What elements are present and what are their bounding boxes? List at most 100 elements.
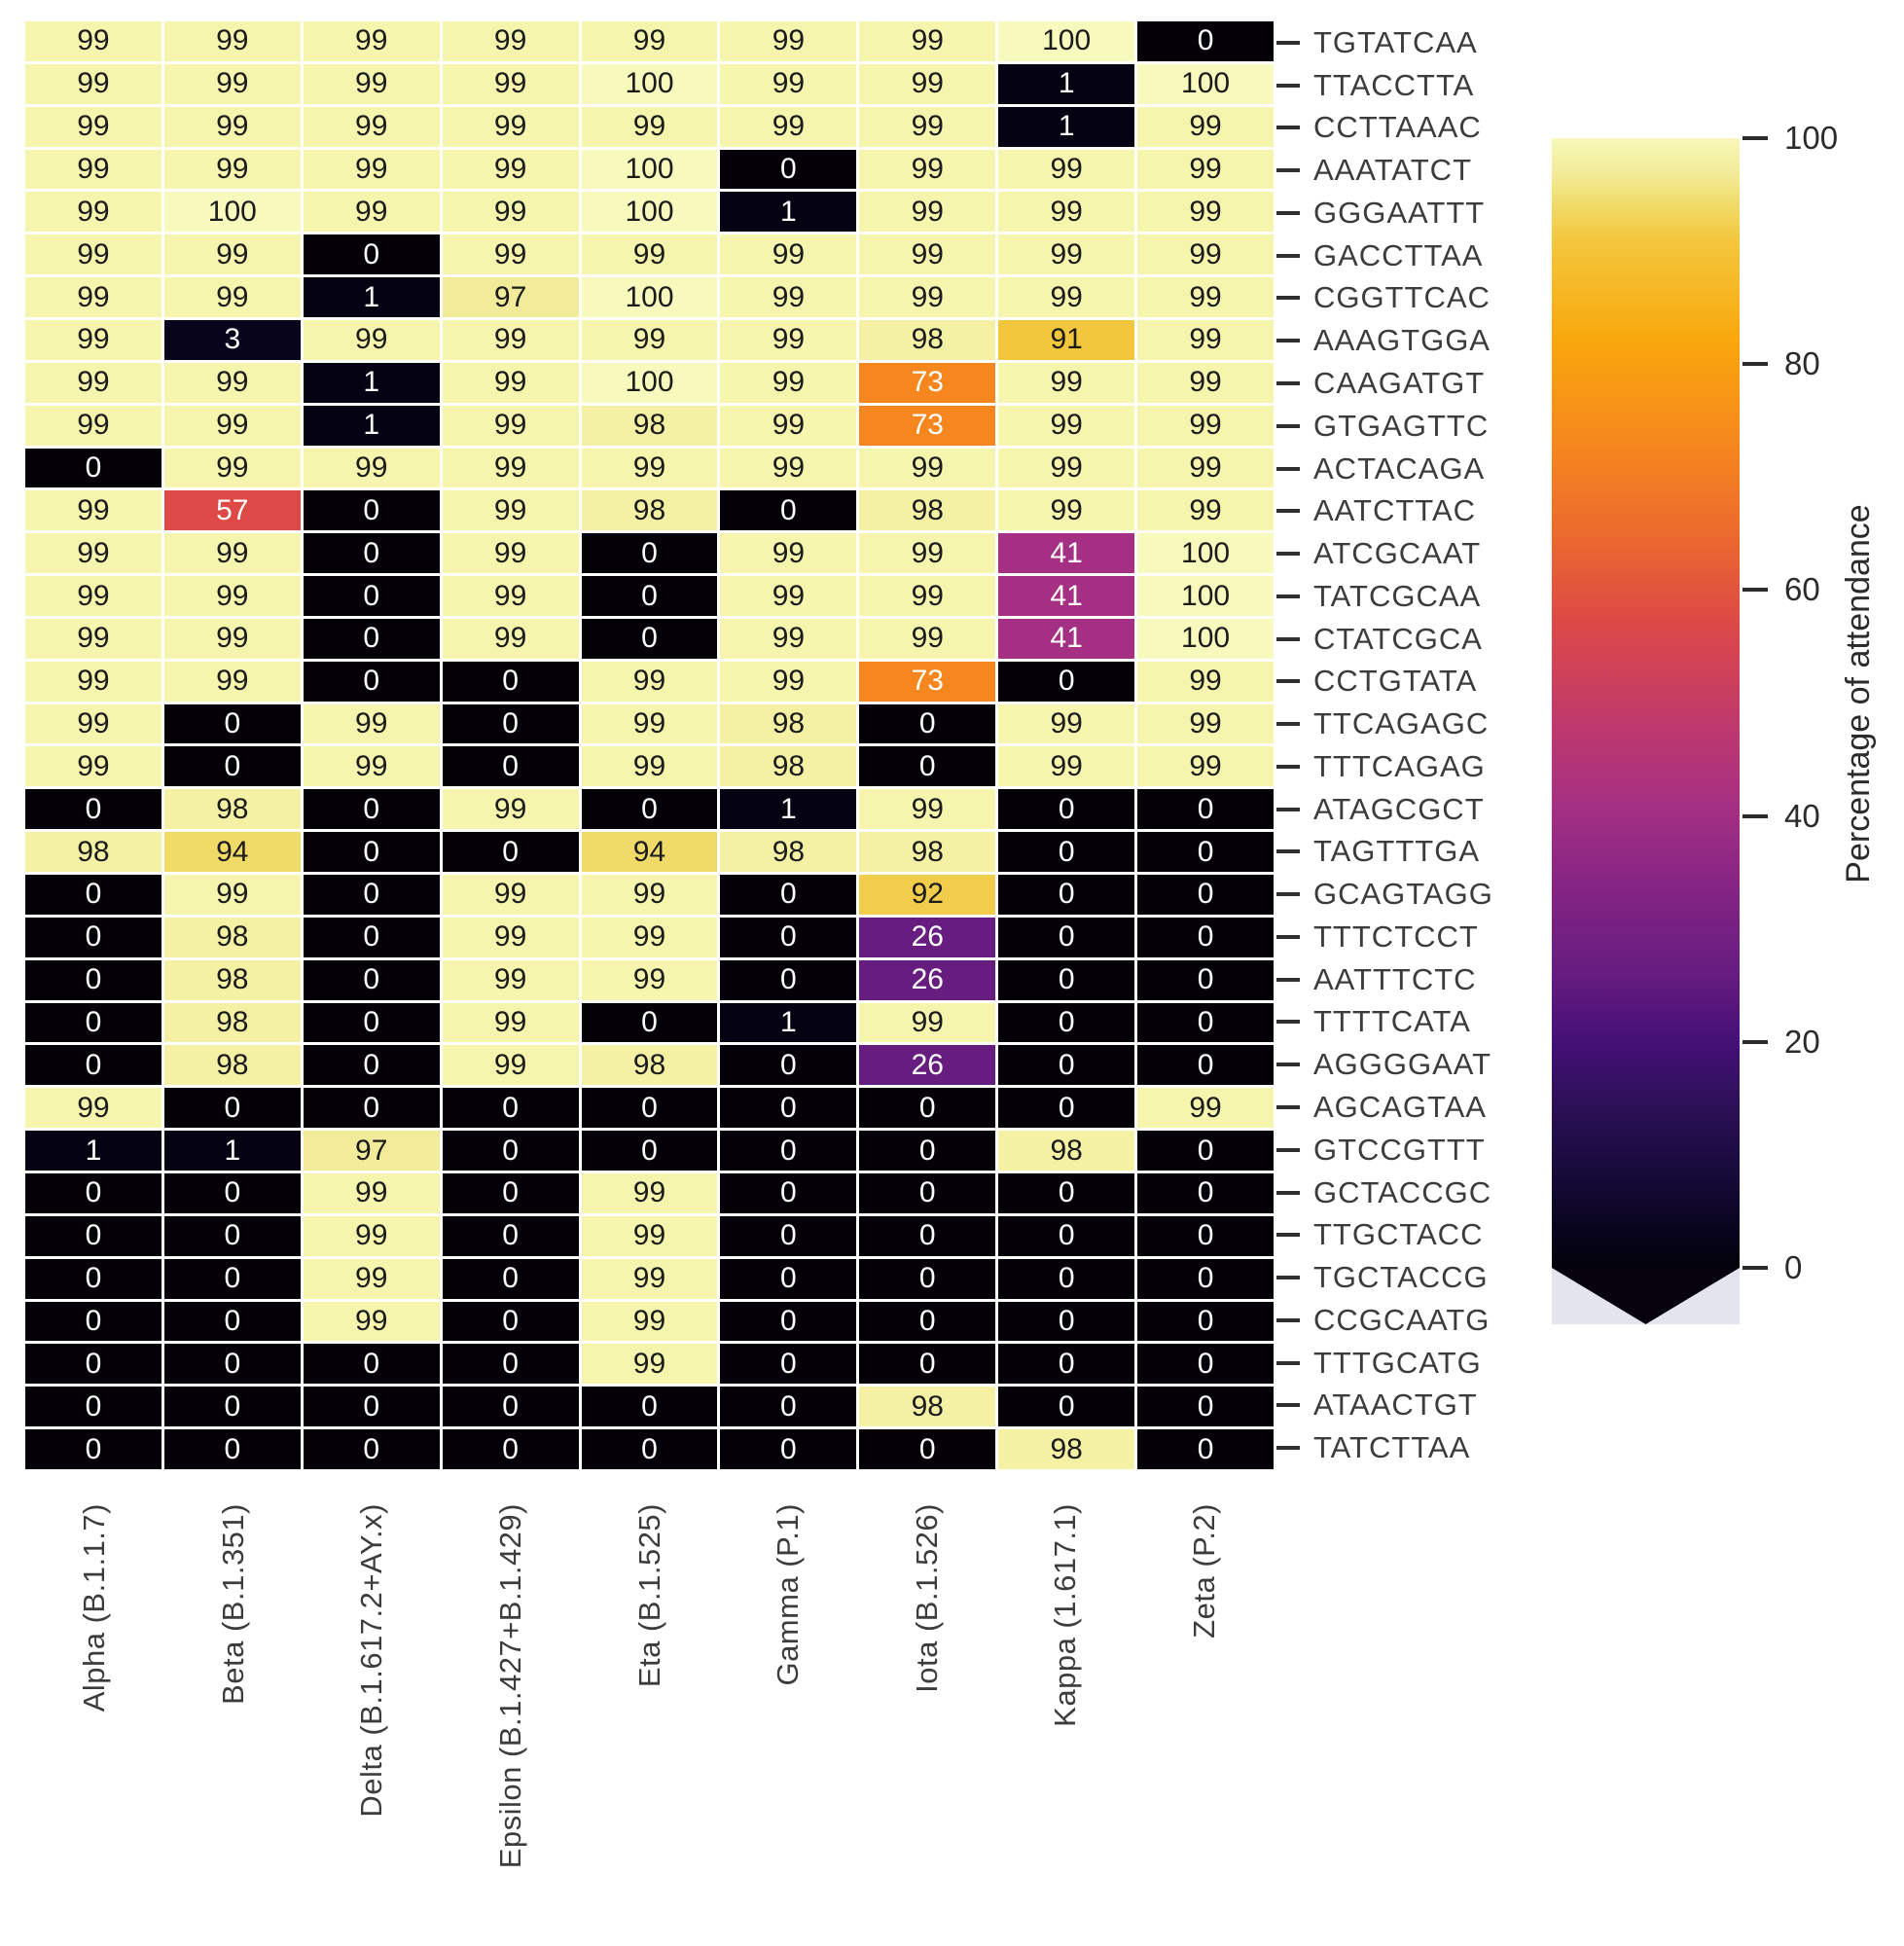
heatmap-cell: 0 (859, 1301, 996, 1342)
heatmap-cell: 99 (581, 234, 718, 275)
heatmap-cell: 0 (998, 1387, 1135, 1427)
heatmap-cell: 94 (581, 832, 718, 873)
heatmap-cell: 0 (303, 1002, 440, 1043)
heatmap-cell: 99 (303, 192, 440, 233)
row-label: GACCTTAA (1313, 237, 1484, 272)
heatmap-cell: 99 (25, 618, 162, 659)
heatmap-cell: 0 (720, 149, 857, 190)
heatmap-cell: 99 (163, 149, 301, 190)
heatmap-cell: 99 (442, 106, 579, 147)
heatmap-cell: 99 (163, 106, 301, 147)
row-label: TGTATCAA (1313, 24, 1478, 59)
row-tick-mark (1276, 1105, 1300, 1109)
row-label: AAATATCT (1313, 153, 1472, 188)
row-tick-mark (1276, 423, 1300, 428)
row-label: AGCAGTAA (1313, 1090, 1487, 1124)
row-tick-mark (1276, 1360, 1300, 1365)
heatmap-cell: 99 (303, 149, 440, 190)
heatmap-cell: 0 (25, 789, 162, 830)
row-tick-mark (1276, 168, 1300, 173)
heatmap-cell: 0 (442, 1088, 579, 1129)
column-label: Beta (B.1.351) (215, 1503, 250, 1705)
heatmap-cell: 26 (859, 1045, 996, 1086)
heatmap-cell: 99 (163, 533, 301, 574)
heatmap-cell: 99 (303, 106, 440, 147)
row-tick-mark (1276, 339, 1300, 343)
heatmap-cell: 0 (25, 875, 162, 915)
heatmap-cell: 0 (163, 1215, 301, 1256)
heatmap-cell: 99 (720, 661, 857, 702)
heatmap-cell: 0 (442, 1387, 579, 1427)
heatmap-cell: 99 (1137, 234, 1274, 275)
heatmap-cell: 0 (859, 1429, 996, 1469)
row-tick-mark (1276, 849, 1300, 854)
heatmap-cell: 99 (442, 234, 579, 275)
heatmap-cell: 99 (1137, 703, 1274, 744)
heatmap-cell: 0 (442, 832, 579, 873)
heatmap-cell: 99 (581, 703, 718, 744)
row-label: TATCGCAA (1313, 578, 1482, 613)
heatmap-cell: 100 (1137, 533, 1274, 574)
heatmap-cell: 99 (163, 576, 301, 616)
heatmap-cell: 0 (1137, 1344, 1274, 1385)
heatmap-cell: 99 (859, 234, 996, 275)
heatmap-cell: 0 (303, 618, 440, 659)
heatmap-cell: 0 (163, 1088, 301, 1129)
heatmap-cell: 99 (303, 703, 440, 744)
heatmap-cell: 0 (442, 1215, 579, 1256)
heatmap-cell: 99 (581, 959, 718, 1000)
row-label: TTTCTCCT (1313, 919, 1479, 954)
heatmap-cell: 0 (303, 533, 440, 574)
heatmap-cell: 99 (581, 106, 718, 147)
heatmap-cell: 0 (25, 1344, 162, 1385)
colorbar-tick-label: 0 (1784, 1249, 1803, 1285)
heatmap-cell: 99 (303, 746, 440, 787)
heatmap-cell: 73 (859, 405, 996, 446)
heatmap-cell: 0 (163, 1173, 301, 1213)
heatmap-grid: 99 99 99 99 99 99 99 100 0 99 99 99 99 100 99 99 1 100 99 9… (25, 21, 1274, 1469)
heatmap-cell: 99 (859, 618, 996, 659)
row-label: TAGTTTGA (1313, 834, 1481, 869)
heatmap-cell: 0 (581, 1002, 718, 1043)
row-tick-mark (1276, 552, 1300, 557)
heatmap-cell: 0 (859, 703, 996, 744)
heatmap-cell: 99 (581, 21, 718, 61)
heatmap-cell: 99 (998, 448, 1135, 488)
heatmap-cell: 0 (720, 1131, 857, 1171)
row-label: CCTGTATA (1313, 664, 1478, 699)
heatmap-cell: 0 (998, 1344, 1135, 1385)
heatmap-cell: 99 (581, 917, 718, 957)
heatmap-cell: 99 (163, 277, 301, 317)
row-label: TTACCTTA (1313, 67, 1475, 102)
heatmap-cell: 0 (720, 1088, 857, 1129)
heatmap-cell: 73 (859, 661, 996, 702)
heatmap-cell: 99 (25, 149, 162, 190)
heatmap-cell: 99 (581, 875, 718, 915)
heatmap-cell: 99 (859, 149, 996, 190)
heatmap-cell: 0 (442, 1131, 579, 1171)
heatmap-cell: 0 (581, 789, 718, 830)
heatmap-cell: 0 (581, 1429, 718, 1469)
heatmap-cell: 0 (25, 917, 162, 957)
heatmap-cell: 0 (720, 1258, 857, 1299)
heatmap-cell: 57 (163, 490, 301, 531)
heatmap-cell: 98 (859, 319, 996, 360)
heatmap-cell: 100 (1137, 576, 1274, 616)
heatmap-cell: 0 (1137, 1173, 1274, 1213)
heatmap-cell: 1 (25, 1131, 162, 1171)
heatmap-cell: 99 (998, 192, 1135, 233)
heatmap-cell: 99 (720, 234, 857, 275)
heatmap-cell: 0 (1137, 1258, 1274, 1299)
heatmap-cell: 99 (859, 576, 996, 616)
heatmap-cell: 0 (303, 1344, 440, 1385)
heatmap-cell: 1 (720, 1002, 857, 1043)
heatmap-cell: 0 (442, 1344, 579, 1385)
column-label: Zeta (P.2) (1186, 1503, 1221, 1639)
heatmap-cell: 98 (163, 789, 301, 830)
heatmap-cell: 99 (442, 448, 579, 488)
row-label: TTCAGAGC (1313, 706, 1490, 741)
heatmap-cell: 99 (442, 576, 579, 616)
heatmap-cell: 99 (1137, 490, 1274, 531)
heatmap-cell: 99 (998, 277, 1135, 317)
